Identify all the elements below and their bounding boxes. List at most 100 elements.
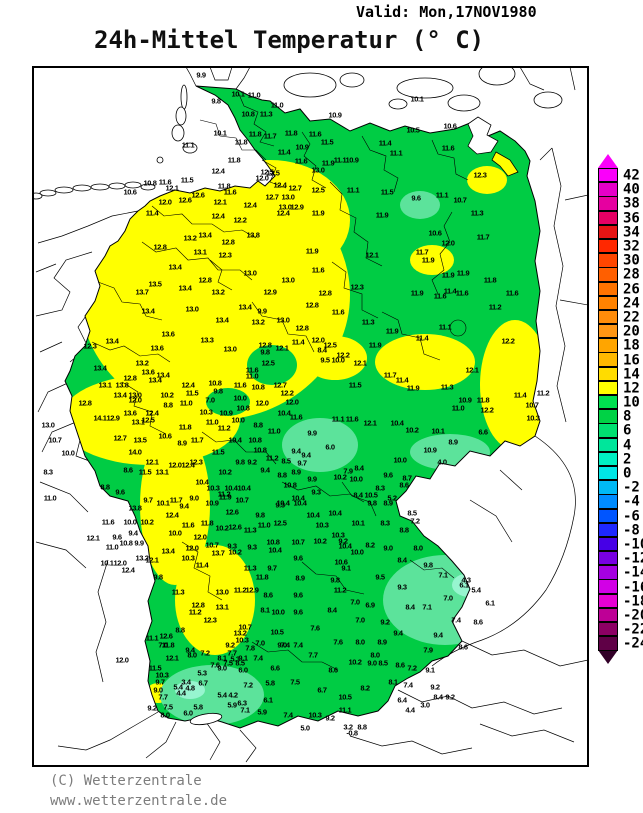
- legend-swatch: [598, 395, 618, 410]
- legend-swatch: [598, 522, 618, 538]
- legend-value: -6: [623, 507, 640, 524]
- legend-swatch: [598, 494, 618, 509]
- legend-swatch: [598, 253, 618, 268]
- page-title: 24h-Mittel Temperatur (° C): [94, 26, 485, 54]
- legend-entry: -14: [598, 564, 643, 581]
- legend-swatch: [598, 309, 618, 325]
- copyright-text: (C) Wetterzentrale: [50, 773, 202, 789]
- legend-rows: 42 40 38 36 34 32 30 28 26 24 22 20 18 16 14 12 10 8 6 4 2 0-…: [598, 167, 643, 652]
- legend-entry: 16: [598, 351, 643, 368]
- legend-value: 24: [623, 295, 640, 312]
- legend-entry: -22: [598, 621, 643, 638]
- legend-value: 32: [623, 238, 640, 255]
- legend-value: 18: [623, 337, 640, 354]
- legend-entry: -10: [598, 536, 643, 553]
- legend-swatch: [598, 607, 618, 623]
- legend-value: 8: [623, 408, 632, 425]
- legend-swatch: [598, 636, 618, 651]
- legend-swatch: [598, 295, 618, 311]
- legend-entry: 8: [598, 408, 643, 425]
- legend-value: 36: [623, 209, 640, 226]
- legend-entry: 14: [598, 366, 643, 382]
- legend-swatch: [598, 579, 618, 594]
- legend-swatch: [598, 238, 618, 254]
- legend-value: 16: [623, 351, 640, 368]
- legend-entry: -18: [598, 593, 643, 610]
- legend-swatch: [598, 324, 618, 339]
- legend-value: 34: [623, 224, 640, 241]
- legend-entry: -16: [598, 579, 643, 595]
- legend-entry: 36: [598, 209, 643, 226]
- legend-value: -14: [623, 564, 643, 581]
- legend-entry: 22: [598, 309, 643, 326]
- legend-entry: 4: [598, 436, 643, 453]
- legend-entry: 6: [598, 422, 643, 439]
- legend-swatch: [598, 465, 618, 481]
- legend-swatch: [598, 380, 618, 396]
- legend-swatch: [598, 409, 618, 424]
- legend-value: 26: [623, 280, 640, 297]
- islands-layer: [34, 68, 563, 726]
- legend-value: 28: [623, 266, 640, 283]
- district-borders-layer: [91, 91, 469, 671]
- legend-value: 30: [623, 252, 640, 269]
- legend-value: 22: [623, 309, 640, 326]
- color-scale-legend: 42 40 38 36 34 32 30 28 26 24 22 20 18 16 14 12 10 8 6 4 2 0-…: [598, 154, 643, 665]
- footer: (C) Wetterzentrale www.wetterzentrale.de: [50, 771, 227, 811]
- website-url: www.wetterzentrale.de: [50, 793, 228, 809]
- legend-entry: 28: [598, 266, 643, 283]
- legend-entry: 12: [598, 380, 643, 396]
- legend-top-triangle: [598, 154, 618, 168]
- legend-value: -10: [623, 536, 643, 553]
- legend-swatch: [598, 508, 618, 523]
- legend-entry: 26: [598, 280, 643, 297]
- legend-swatch: [598, 423, 618, 438]
- legend-value: 20: [623, 323, 640, 340]
- legend-value: -4: [623, 493, 640, 510]
- legend-entry: 10: [598, 394, 643, 411]
- legend-value: 38: [623, 195, 640, 212]
- legend-value: -20: [623, 607, 643, 624]
- legend-entry: -2: [598, 480, 643, 496]
- legend-swatch: [598, 210, 618, 225]
- legend-entry: -20: [598, 607, 643, 624]
- legend-value: 4: [623, 436, 632, 453]
- legend-entry: -8: [598, 522, 643, 539]
- legend-swatch: [598, 281, 618, 296]
- legend-swatch: [598, 352, 618, 367]
- legend-value: -22: [623, 621, 643, 638]
- legend-swatch: [598, 536, 618, 552]
- legend-swatch: [598, 593, 618, 609]
- legend-swatch: [598, 565, 618, 580]
- legend-entry: 20: [598, 323, 643, 340]
- legend-value: 0: [623, 465, 632, 482]
- legend-value: 40: [623, 181, 640, 198]
- legend-swatch: [598, 480, 618, 495]
- legend-swatch: [598, 182, 618, 197]
- legend-value: -12: [623, 550, 643, 567]
- map-frame-border: [32, 66, 589, 767]
- legend-value: -18: [623, 593, 643, 610]
- legend-entry: 34: [598, 224, 643, 241]
- legend-entry: -4: [598, 493, 643, 510]
- legend-swatch: [598, 622, 618, 637]
- legend-value: 42: [623, 167, 640, 184]
- legend-value: -24: [623, 635, 643, 652]
- legend-value: 10: [623, 394, 640, 411]
- legend-swatch: [598, 437, 618, 452]
- valid-date: Valid: Mon,17NOV1980: [356, 3, 537, 21]
- legend-value: 6: [623, 422, 632, 439]
- legend-entry: 40: [598, 181, 643, 198]
- legend-swatch: [598, 224, 618, 240]
- legend-entry: -24: [598, 635, 643, 652]
- legend-entry: 30: [598, 252, 643, 269]
- legend-swatch: [598, 451, 618, 467]
- legend-entry: 2: [598, 451, 643, 467]
- legend-swatch: [598, 267, 618, 282]
- legend-swatch: [598, 196, 618, 211]
- legend-entry: -12: [598, 550, 643, 567]
- neighbor-borders-layer: [35, 68, 587, 763]
- legend-entry: 42: [598, 167, 643, 184]
- legend-value: -8: [623, 522, 640, 539]
